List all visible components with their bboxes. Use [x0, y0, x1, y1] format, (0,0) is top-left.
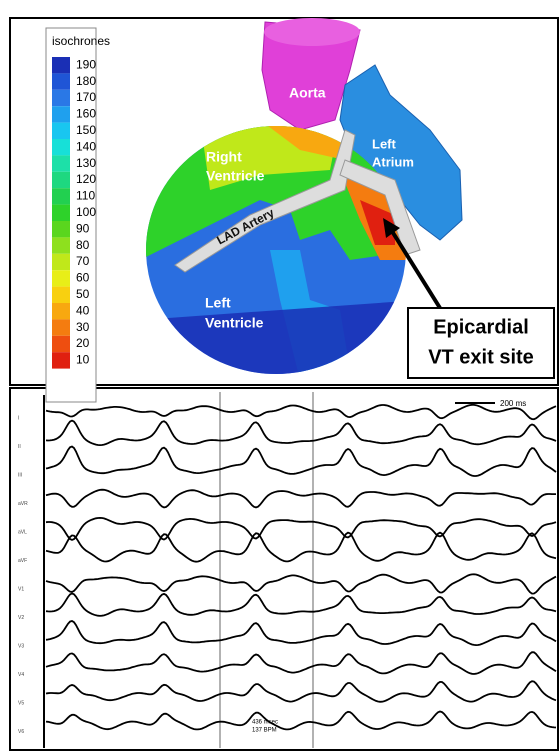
lead-label: II — [18, 444, 21, 450]
heart-model — [146, 18, 463, 374]
colorbar-swatch — [52, 286, 70, 303]
colorbar-swatch — [52, 253, 70, 271]
colorbar-swatch — [52, 73, 70, 90]
colorbar-swatch — [52, 139, 70, 156]
colorbar-tick-label: 80 — [76, 238, 90, 252]
colorbar-swatch — [52, 352, 70, 369]
lad-artery-shape — [174, 129, 356, 273]
colorbar-tick-label: 190 — [76, 57, 96, 71]
colorbar-tick-label: 70 — [76, 254, 90, 268]
colorbar-tick-label: 130 — [76, 156, 96, 170]
lead-label: V3 — [18, 643, 24, 649]
aorta-shape — [261, 21, 361, 131]
ecg-trace — [45, 419, 557, 447]
colorbar-swatch — [52, 122, 70, 139]
ecg-trace — [45, 710, 557, 731]
callout-text: VT exit site — [428, 346, 534, 368]
lead-label: aVF — [18, 558, 27, 564]
ecg-trace — [45, 651, 557, 675]
colorbar-tick-label: 10 — [76, 353, 90, 367]
ecg-trace — [45, 516, 557, 541]
lead-label: aVR — [18, 501, 28, 507]
colorbar-tick-label: 100 — [76, 205, 96, 219]
lead-label: I — [18, 415, 19, 421]
ecg-trace — [45, 445, 557, 477]
ecg-trace — [45, 531, 557, 563]
colorbar-tick-label: 60 — [76, 271, 90, 285]
colorbar-swatch — [52, 303, 70, 320]
colorbar-swatch — [52, 335, 70, 353]
lead-label: V1 — [18, 586, 24, 592]
colorbar-swatch — [52, 319, 70, 336]
ecg-panel — [9, 387, 559, 751]
scale-bar-label: 200 ms — [500, 399, 526, 408]
label-left-ventricle: Ventricle — [205, 315, 264, 331]
colorbar-tick-label: 120 — [76, 172, 96, 186]
colorbar-swatch — [52, 57, 70, 74]
ecg-trace — [45, 592, 557, 617]
colorbar-tick-label: 30 — [76, 320, 90, 334]
colorbar-tick-label: 160 — [76, 107, 96, 121]
colorbar-swatch — [52, 188, 70, 205]
colorbar-swatch — [52, 106, 70, 123]
colorbar-swatch — [52, 155, 70, 172]
label-left-ventricle: Left — [205, 295, 231, 311]
ecg-trace — [45, 403, 557, 421]
colorbar-tick-label: 110 — [76, 189, 95, 203]
label-right-ventricle: Right — [206, 149, 242, 165]
colorbar-title: isochrones — [52, 34, 110, 48]
label-right-ventricle: Ventricle — [206, 168, 265, 184]
ecg-trace — [45, 488, 556, 509]
label-left-atrium: Left — [372, 136, 397, 151]
callout-text: Epicardial — [433, 316, 529, 338]
ecg-trace — [45, 680, 557, 703]
colorbar-swatch — [52, 89, 70, 107]
lead-label: V5 — [18, 700, 24, 706]
colorbar-tick-label: 140 — [76, 139, 96, 153]
callout-arrow — [388, 226, 442, 310]
colorbar-tick-label: 20 — [76, 336, 90, 350]
ecg-trace — [45, 620, 557, 647]
colorbar-swatch — [52, 270, 70, 287]
label-aorta: Aorta — [289, 85, 326, 101]
colorbar-swatch — [52, 171, 70, 189]
lead-label: V4 — [18, 672, 24, 678]
colorbar-swatch — [52, 221, 70, 238]
interval-label: 137 BPM — [252, 728, 277, 734]
callout-box — [407, 307, 555, 379]
arrow-head — [383, 218, 400, 238]
colorbar-swatch — [52, 204, 70, 221]
aorta-top — [264, 18, 360, 46]
colorbar-tick-label: 40 — [76, 303, 90, 317]
label-left-atrium: Atrium — [372, 154, 414, 169]
colorbar-tick-label: 150 — [76, 123, 96, 137]
colorbar-tick-label: 90 — [76, 221, 90, 235]
lead-label: V2 — [18, 615, 24, 621]
lead-label: III — [18, 472, 22, 478]
colorbar-tick-label: 170 — [76, 90, 96, 104]
colorbar-swatch — [52, 237, 70, 254]
interval-label: 436 msec — [252, 720, 278, 726]
colorbar-tick-label: 180 — [76, 74, 96, 88]
ecg-trace — [45, 573, 557, 595]
colorbar-tick-label: 50 — [76, 287, 90, 301]
lead-label: aVL — [18, 529, 27, 535]
lead-label: V6 — [18, 729, 24, 735]
